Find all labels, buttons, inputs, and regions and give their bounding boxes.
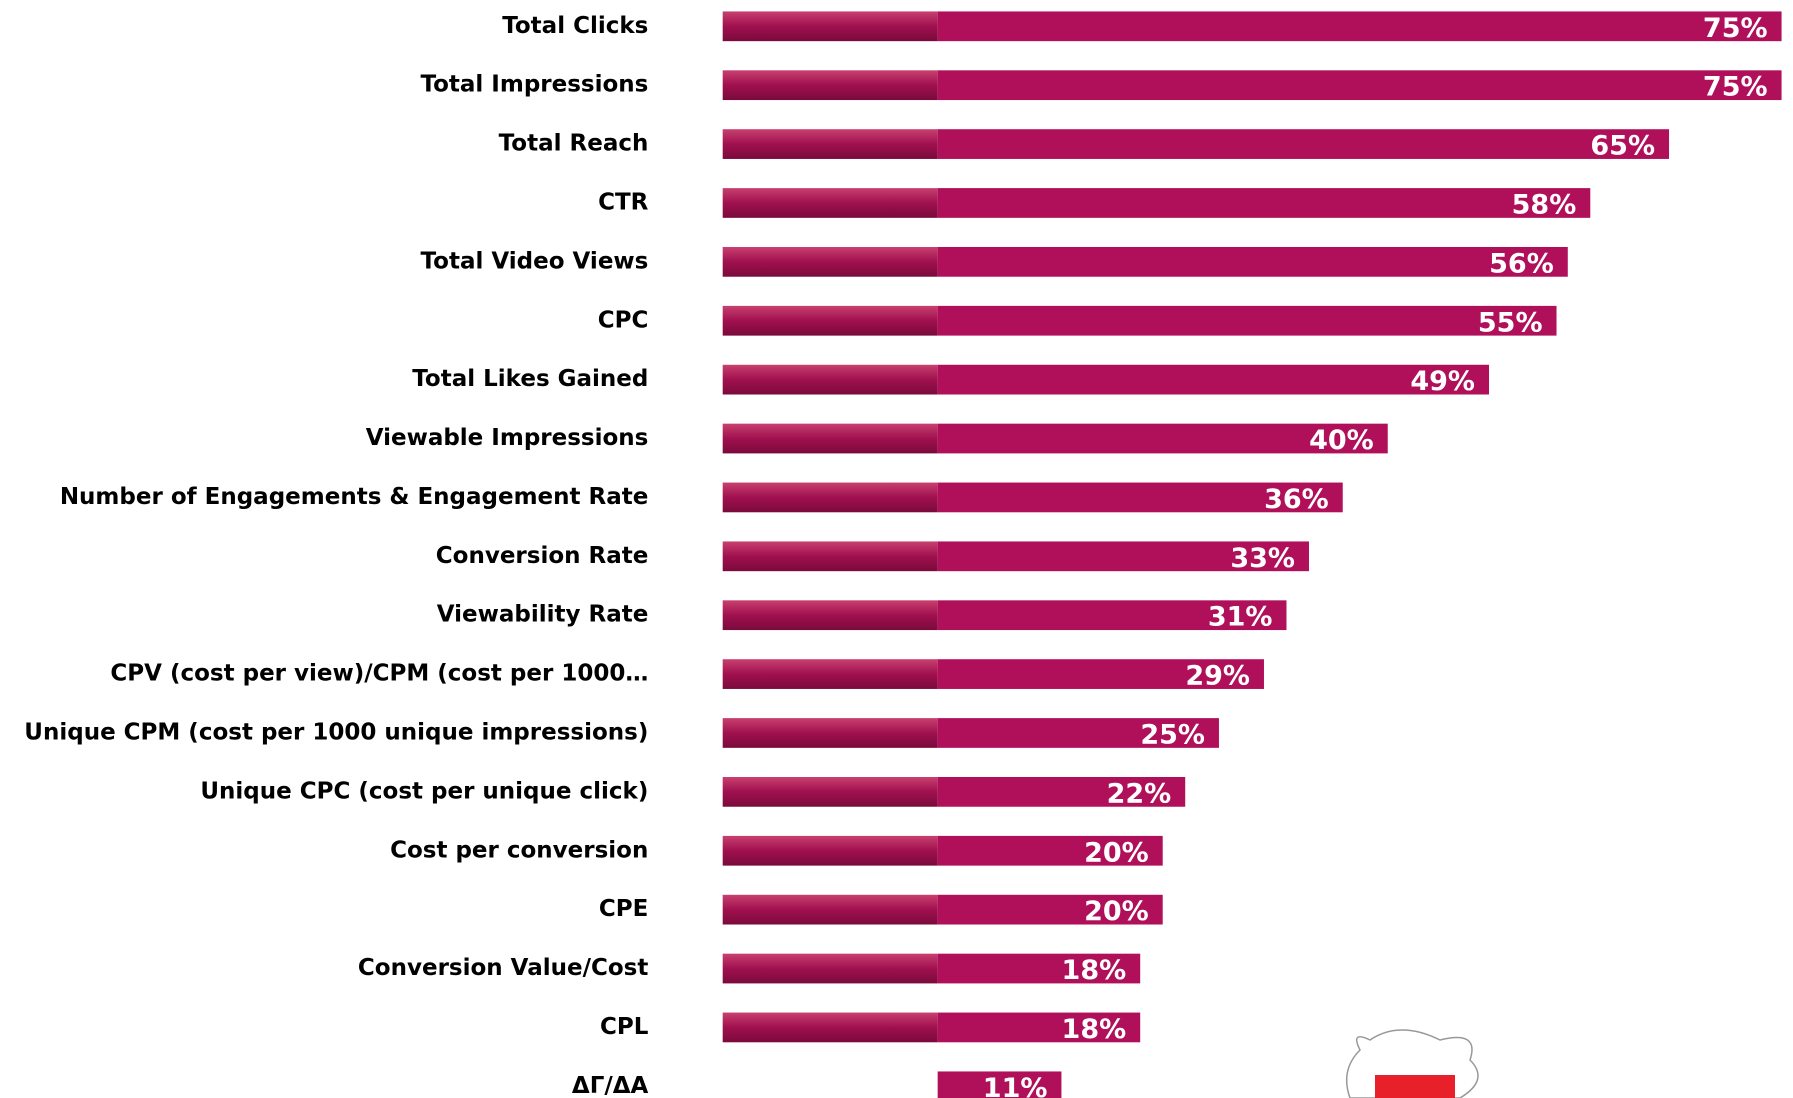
bar: [937, 364, 1490, 395]
bar-shadow: [722, 953, 938, 984]
bar: [937, 894, 1163, 925]
category-label: Total Impressions: [420, 72, 648, 98]
bar-shadow: [722, 246, 938, 277]
category-label: Unique CPC (cost per unique click): [200, 778, 648, 804]
bar-shadow: [722, 11, 938, 42]
category-label: Total Video Views: [421, 248, 649, 274]
value-label: 22%: [1107, 778, 1172, 809]
value-label: 29%: [1185, 661, 1250, 692]
bar: [937, 718, 1219, 748]
bar: [937, 129, 1670, 159]
category-label: Cost per conversion: [390, 837, 648, 863]
value-label: 31%: [1208, 602, 1273, 633]
value-label: 75%: [1703, 13, 1768, 44]
category-label: Total Reach: [499, 131, 649, 157]
bar-shadow: [722, 659, 938, 689]
bar-shadow: [722, 835, 938, 866]
bar: [937, 835, 1163, 866]
bar: [937, 70, 1782, 101]
value-label: 33%: [1230, 543, 1295, 574]
bar: [937, 777, 1186, 807]
category-label: Total Likes Gained: [412, 366, 648, 392]
logo: [1345, 1029, 1479, 1098]
bar: [937, 188, 1591, 218]
bar-shadow: [722, 541, 938, 572]
category-label: Number of Engagements & Engagement Rate: [60, 484, 649, 510]
value-label: 55%: [1478, 307, 1543, 338]
bar-shadow: [722, 364, 938, 395]
value-label: 65%: [1590, 131, 1655, 162]
category-label: CPV (cost per view)/CPM (cost per 1000…: [110, 661, 648, 687]
category-label: Total Clicks: [502, 13, 648, 39]
value-label: 25%: [1140, 719, 1205, 750]
bar: [937, 482, 1343, 513]
category-label: CTR: [598, 189, 649, 215]
category-label: Conversion Value/Cost: [358, 955, 648, 981]
value-label: 36%: [1264, 484, 1329, 515]
bar: [937, 600, 1287, 631]
bar-shadow: [722, 718, 938, 748]
bar-shadow: [722, 423, 938, 454]
category-label: Viewability Rate: [437, 602, 649, 628]
category-label: Unique CPM (cost per 1000 unique impress…: [24, 719, 648, 745]
bar-shadow: [722, 777, 938, 807]
bar-shadow: [722, 305, 938, 336]
bar: [937, 1071, 1062, 1098]
value-label: 20%: [1084, 896, 1149, 927]
value-label: 18%: [1062, 1014, 1127, 1045]
value-label: 11%: [983, 1073, 1048, 1098]
bar-shadow: [722, 1012, 938, 1043]
value-label: 20%: [1084, 837, 1149, 868]
bar-shadow: [722, 482, 938, 513]
bar: [937, 11, 1782, 42]
category-label: CPE: [599, 896, 648, 922]
bar-shadow: [722, 188, 938, 218]
value-label: 40%: [1309, 425, 1374, 456]
bar: [937, 246, 1568, 277]
bar: [937, 659, 1264, 689]
category-label: CPL: [600, 1014, 649, 1040]
bar-shadow: [722, 70, 938, 101]
bar: [937, 541, 1309, 572]
category-label: CPC: [598, 307, 649, 333]
value-label: 49%: [1410, 366, 1475, 397]
value-label: 58%: [1512, 189, 1577, 220]
bar: [937, 423, 1388, 454]
bar-shadow: [722, 894, 938, 925]
bar: [937, 953, 1141, 984]
bar-shadow: [722, 129, 938, 159]
bar: [937, 305, 1557, 336]
value-label: 56%: [1489, 248, 1554, 279]
category-label: Viewable Impressions: [366, 425, 649, 451]
value-label: 75%: [1703, 72, 1768, 103]
bar: [937, 1012, 1141, 1043]
bar-shadow: [722, 600, 938, 631]
value-label: 18%: [1062, 955, 1127, 986]
category-label: Conversion Rate: [436, 543, 649, 569]
category-label: ΔΓ/ΔΑ: [572, 1073, 649, 1098]
